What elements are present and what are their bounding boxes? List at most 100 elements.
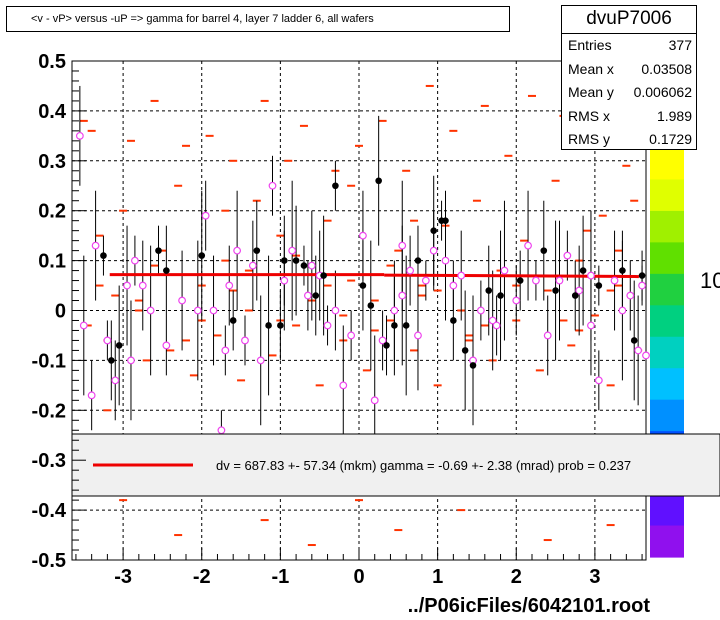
profile-point-open bbox=[307, 261, 316, 270]
profile-point-filled bbox=[253, 247, 261, 254]
histogram-cell bbox=[111, 294, 120, 297]
histogram-cell bbox=[119, 499, 128, 502]
title-box: <v - vP> versus -uP => gamma for barrel … bbox=[6, 6, 510, 32]
histogram-cell bbox=[504, 154, 513, 157]
profile-point-open bbox=[555, 276, 564, 285]
histogram-cell bbox=[174, 534, 183, 537]
profile-point-filled bbox=[485, 287, 493, 294]
palette-cell bbox=[650, 321, 684, 338]
profile-point-filled bbox=[540, 247, 548, 254]
profile-point-filled bbox=[277, 322, 284, 329]
profile-point-open bbox=[127, 356, 135, 365]
palette-cell bbox=[650, 415, 684, 432]
profile-point-open bbox=[492, 321, 501, 330]
histogram-cell bbox=[614, 249, 623, 252]
fit-segment bbox=[384, 273, 639, 279]
histogram-cell bbox=[205, 134, 214, 137]
profile-point-open bbox=[209, 306, 218, 315]
profile-point-filled bbox=[198, 252, 206, 259]
palette-cell bbox=[650, 289, 684, 306]
histogram-cell bbox=[103, 409, 112, 412]
x-tick-label: -2 bbox=[193, 566, 211, 588]
profile-point-open bbox=[359, 231, 367, 240]
profile-point-filled bbox=[638, 272, 646, 279]
histogram-cell bbox=[126, 139, 135, 142]
profile-point-open bbox=[79, 321, 88, 330]
profile-point-filled bbox=[630, 337, 638, 344]
histogram-cell bbox=[284, 159, 293, 162]
plot-title: <v - vP> versus -uP => gamma for barrel … bbox=[31, 13, 374, 25]
stats-value: 1.989 bbox=[656, 107, 692, 124]
profile-point-open bbox=[162, 341, 171, 350]
profile-point-open bbox=[414, 331, 422, 340]
histogram-cell bbox=[355, 499, 363, 502]
profile-point-open bbox=[512, 296, 521, 305]
stats-label: Entries bbox=[568, 37, 612, 53]
histogram-cell bbox=[433, 384, 442, 387]
profile-point-filled bbox=[497, 292, 504, 299]
stats-value: 0.03508 bbox=[641, 60, 692, 77]
profile-point-filled bbox=[571, 292, 579, 299]
profile-point-open bbox=[390, 306, 399, 315]
profile-point-open bbox=[587, 271, 595, 280]
profile-point-open bbox=[406, 266, 415, 275]
profile-point-open bbox=[103, 336, 112, 345]
y-tick-label: 0.4 bbox=[38, 101, 67, 123]
profile-point-open bbox=[524, 241, 532, 250]
histogram-cell bbox=[417, 284, 426, 287]
profile-point-open bbox=[123, 281, 131, 290]
palette-cell bbox=[650, 336, 684, 354]
profile-point-open bbox=[131, 256, 139, 265]
profile-point-open bbox=[91, 241, 100, 250]
profile-point-open bbox=[339, 381, 348, 390]
profile-point-open bbox=[421, 276, 430, 285]
profile-point-filled bbox=[292, 257, 300, 264]
profile-point-open bbox=[587, 321, 595, 330]
profile-point-filled bbox=[100, 252, 107, 259]
profile-point-open bbox=[87, 391, 96, 400]
histogram-cell bbox=[276, 234, 285, 237]
profile-point-filled bbox=[450, 317, 457, 324]
profile-points bbox=[75, 131, 650, 435]
y-tick-label: 0.2 bbox=[38, 201, 66, 223]
y-tick-label: 0.5 bbox=[38, 51, 66, 73]
histogram-cell bbox=[465, 339, 474, 342]
profile-point-filled bbox=[320, 272, 327, 279]
palette-cell bbox=[650, 541, 684, 558]
profile-point-open bbox=[634, 346, 643, 355]
histogram-cell bbox=[347, 279, 356, 282]
histogram-cell bbox=[134, 309, 143, 312]
x-tick-label: -3 bbox=[114, 566, 132, 588]
profile-point-filled bbox=[281, 257, 288, 264]
palette-cell bbox=[650, 368, 684, 385]
stats-row: Mean y 0.006062 bbox=[568, 84, 692, 106]
histogram-cell bbox=[362, 369, 371, 372]
stats-label: RMS x bbox=[568, 107, 610, 124]
histogram-cell bbox=[606, 524, 615, 527]
fit-line bbox=[109, 273, 639, 279]
palette-cell bbox=[650, 179, 684, 196]
tick-labels: -3 -2 -1 0 1 2 3 -0.5 -0.4 -0.3 -0.2 -0.1 0 0.1 0.2 0.3… bbox=[32, 51, 601, 588]
histogram-cell bbox=[158, 249, 167, 252]
y-tick-label: 0.3 bbox=[38, 151, 66, 173]
profile-point-open bbox=[241, 336, 249, 345]
stats-row: RMS x 1.989 bbox=[568, 108, 692, 130]
y-tick-label: 0 bbox=[55, 301, 66, 323]
profile-point-open bbox=[217, 426, 226, 435]
palette-cell bbox=[650, 352, 684, 369]
histogram-cell bbox=[166, 349, 175, 352]
histogram-cell bbox=[606, 289, 615, 292]
palette-cell bbox=[650, 163, 684, 181]
profile-point-filled bbox=[579, 267, 587, 274]
profile-point-filled bbox=[115, 342, 123, 349]
profile-point-open bbox=[457, 271, 466, 280]
palette-cell bbox=[650, 210, 684, 228]
profile-point-open bbox=[347, 331, 356, 340]
profile-point-open bbox=[146, 306, 155, 315]
profile-point-open bbox=[378, 336, 387, 345]
axes bbox=[71, 60, 646, 561]
profile-point-filled bbox=[414, 257, 422, 264]
histogram-cell bbox=[520, 239, 529, 242]
stats-value: 0.006062 bbox=[633, 84, 692, 100]
profile-point-filled bbox=[383, 342, 390, 349]
